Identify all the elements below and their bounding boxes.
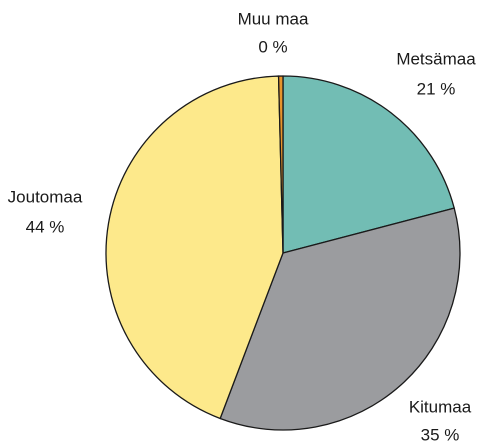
- slice-value-label: 44 %: [26, 217, 65, 236]
- pie-slice: [282, 75, 455, 254]
- slice-label: Kitumaa: [409, 397, 472, 416]
- slice-value-label: 0 %: [258, 37, 287, 56]
- pie-slice: [105, 75, 284, 420]
- slice-label: Joutomaa: [8, 187, 83, 206]
- slice-value-label: 21 %: [417, 79, 456, 98]
- slice-label: Muu maa: [238, 9, 309, 28]
- slice-label: Metsämaa: [396, 49, 476, 68]
- pie-slice: [219, 207, 461, 431]
- slice-value-label: 35 %: [421, 425, 460, 444]
- pie-slice: [277, 75, 284, 254]
